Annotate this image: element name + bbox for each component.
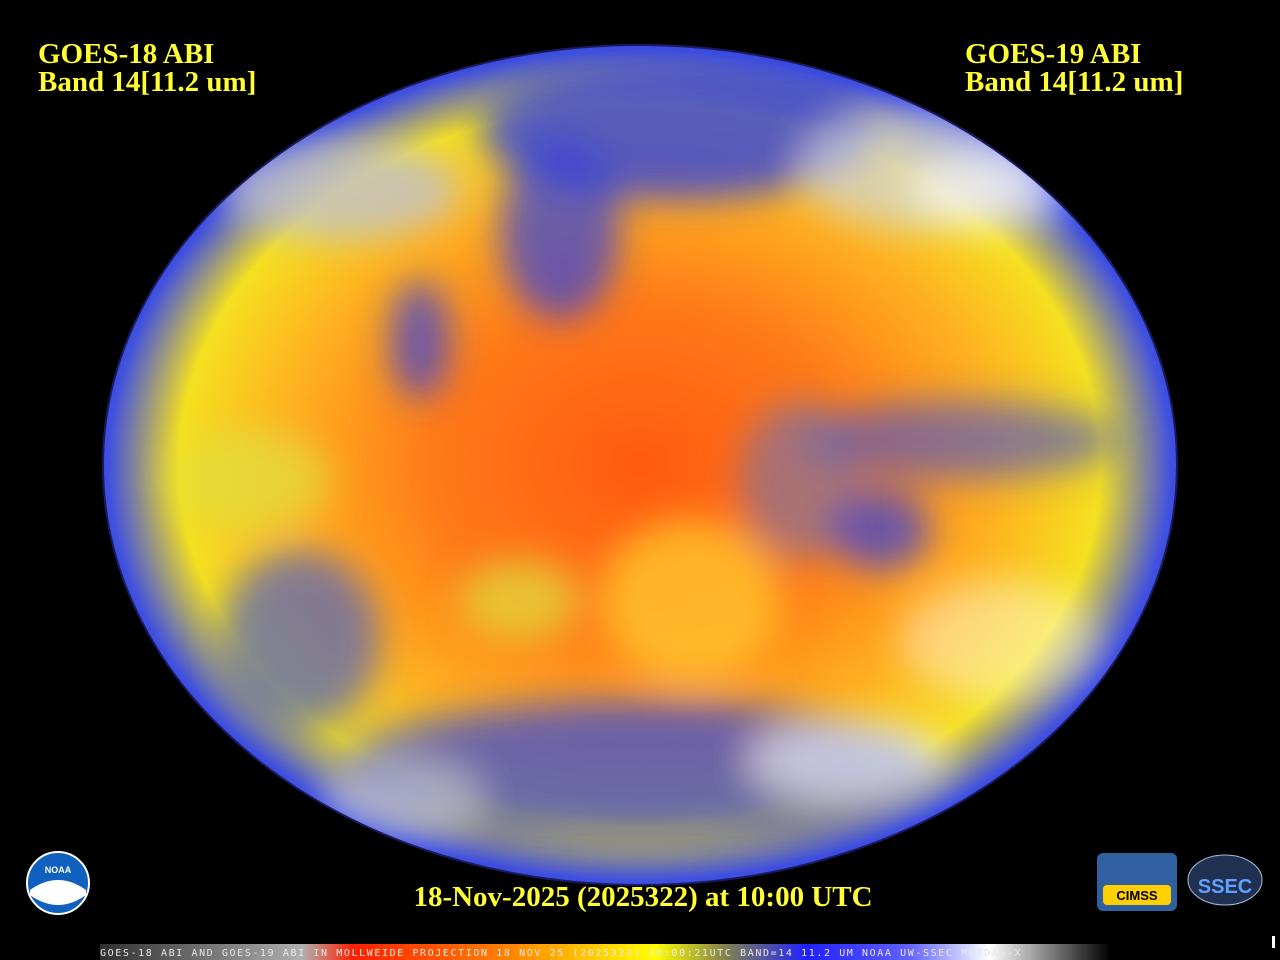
cimss-text: CIMSS [1116, 888, 1158, 903]
corner-tick [1272, 936, 1275, 948]
globe-edge [102, 44, 1178, 886]
cloud-features [170, 60, 1120, 840]
noaa-logo: NOAA [26, 851, 90, 915]
right-title: GOES-19 ABI [965, 38, 1141, 70]
ssec-text: SSEC [1198, 876, 1252, 898]
footer-caption: GOES-18 ABI AND GOES-19 ABI IN MOLLWEIDE… [100, 948, 1022, 959]
noaa-gull [30, 880, 86, 905]
right-band: Band 14[11.2 um] [965, 66, 1183, 98]
cimss-logo: CIMSS [1097, 853, 1177, 911]
left-band: Band 14[11.2 um] [38, 66, 256, 98]
color-bar [100, 944, 1110, 960]
ssec-logo: SSEC [1187, 854, 1263, 906]
cimss-band [1103, 885, 1171, 905]
timestamp: 18-Nov-2025 (2025322) at 10:00 UTC [413, 881, 872, 913]
left-title: GOES-18 ABI [38, 38, 214, 70]
noaa-text: NOAA [45, 865, 72, 875]
ssec-ring [1187, 854, 1263, 906]
